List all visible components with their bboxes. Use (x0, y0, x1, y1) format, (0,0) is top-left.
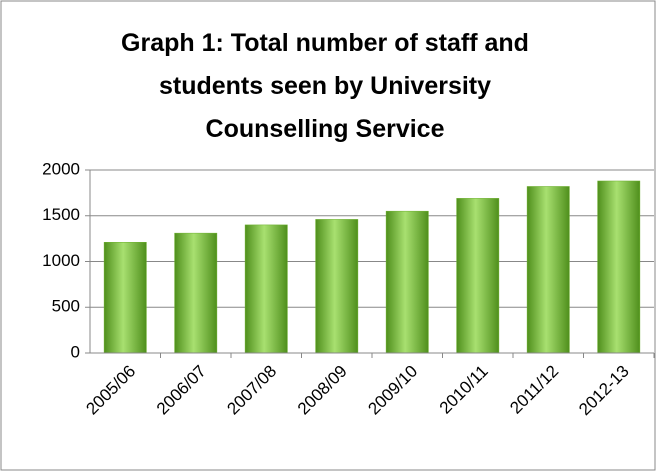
x-tick-label: 2007/08 (223, 362, 280, 419)
y-tick-label: 1000 (42, 251, 80, 270)
y-tick-label: 1500 (42, 205, 80, 224)
chart-title: Graph 1: Total number of staff and stude… (121, 29, 529, 143)
bar (456, 198, 500, 354)
x-tick-label: 2008/09 (294, 362, 351, 419)
x-tick-label: 2006/07 (153, 362, 210, 419)
x-tick-label: 2005/06 (82, 362, 139, 419)
x-tick-label: 2011/12 (506, 362, 562, 418)
x-tick-label: 2010/11 (436, 362, 492, 418)
x-tick-label: 2012-13 (575, 362, 633, 420)
y-tick-label: 500 (52, 297, 80, 316)
bar (174, 232, 218, 354)
bar (315, 219, 359, 354)
bar (597, 180, 641, 354)
bar (103, 242, 147, 354)
bar (244, 224, 288, 354)
bar (526, 186, 570, 354)
y-tick-label: 0 (71, 342, 80, 361)
bar (385, 210, 429, 354)
y-tick-label: 2000 (42, 159, 80, 178)
x-tick-label: 2009/10 (364, 362, 421, 419)
